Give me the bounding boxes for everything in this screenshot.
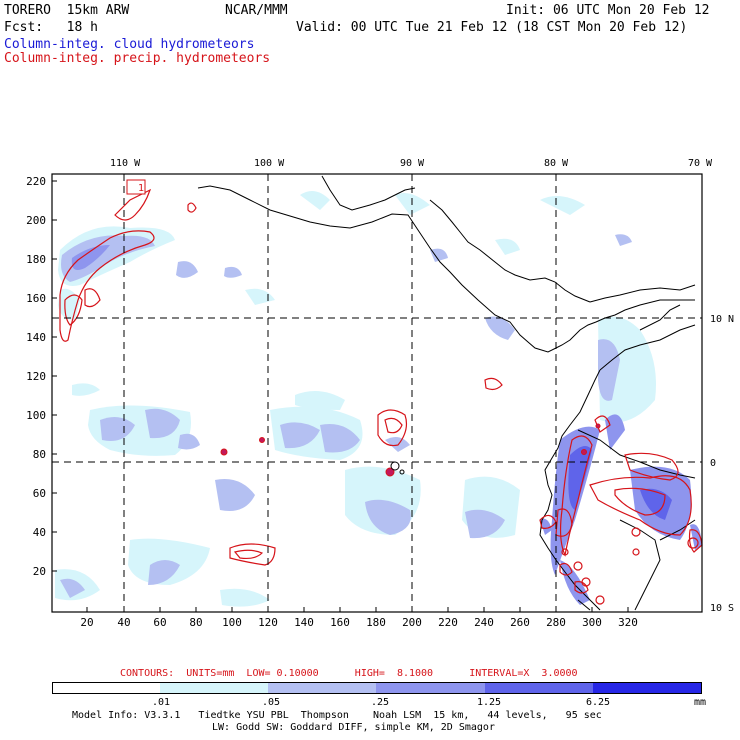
graticule [52,174,702,612]
x-tick: 100 [222,616,242,629]
model-title: TORERO 15km ARW [4,3,130,18]
lon-label-110w: 110 W [110,158,141,169]
y-tick: 120 [26,370,46,383]
x-tick: 120 [258,616,278,629]
y-tick: 200 [26,214,46,227]
contour-label-value: 1 [138,183,144,194]
model-info-line2: LW: Godd SW: Goddard DIFF, simple KM, 2D… [212,722,495,733]
x-tick: 40 [117,616,130,629]
x-tick: 180 [366,616,386,629]
x-tick: 20 [80,616,93,629]
precip-contours [59,188,703,594]
x-tick: 320 [618,616,638,629]
legend-swatch [53,683,160,693]
x-tick: 60 [153,616,166,629]
x-tick: 220 [438,616,458,629]
x-tick: 260 [510,616,530,629]
legend-label: 6.25 [586,697,611,708]
cloud-field-medium [60,234,632,598]
init-time: Init: 06 UTC Mon 20 Feb 12 [506,3,710,18]
x-tick: 240 [474,616,494,629]
precip-rings [561,527,699,605]
y-tick: 220 [26,175,46,188]
x-tick: 80 [189,616,202,629]
y-tick: 100 [26,409,46,422]
organization: NCAR/MMM [225,3,288,18]
forecast-hour: Fcst: 18 h [4,20,98,35]
x-tick: 280 [546,616,566,629]
lon-label-80w: 80 W [544,158,569,169]
legend-swatch [376,683,485,693]
valid-time: Valid: 00 UTC Tue 21 Feb 12 (18 CST Mon … [296,20,688,35]
y-tick: 80 [33,448,46,461]
field-cloud-label: Column-integ. cloud hydrometeors [4,37,255,52]
color-legend [52,682,702,694]
legend-label: 1.25 [477,697,502,708]
contour-info: CONTOURS: UNITS=mm LOW= 0.10000 HIGH= 8.… [120,668,578,679]
legend-unit: mm [694,697,707,708]
lat-label-10s: 10 S [710,603,734,614]
lat-label-10n: 10 N [710,314,734,325]
lon-label-100w: 100 W [254,158,285,169]
y-tick: 60 [33,487,46,500]
y-tick: 140 [26,331,46,344]
legend-swatch [160,683,268,693]
field-precip-label: Column-integ. precip. hydrometeors [4,51,271,66]
legend-label: .25 [371,697,390,708]
x-tick: 200 [402,616,422,629]
precip-cores [220,423,601,477]
lat-label-0: 0 [710,458,716,469]
y-tick: 160 [26,292,46,305]
y-tick: 20 [33,565,46,578]
x-tick: 160 [330,616,350,629]
model-info-line1: Model Info: V3.3.1 Tiedtke YSU PBL Thomp… [72,710,602,721]
lon-label-90w: 90 W [400,158,425,169]
legend-label: .05 [262,697,281,708]
legend-swatch [268,683,376,693]
legend-swatch [485,683,593,693]
y-tick: 180 [26,253,46,266]
lon-label-70w: 70 W [688,158,713,169]
y-tick: 40 [33,526,46,539]
legend-label: .01 [152,697,171,708]
x-tick: 300 [582,616,602,629]
map-frame [51,173,703,613]
x-tick: 140 [294,616,314,629]
contour-label-box [126,179,146,195]
legend-swatch [593,683,701,693]
